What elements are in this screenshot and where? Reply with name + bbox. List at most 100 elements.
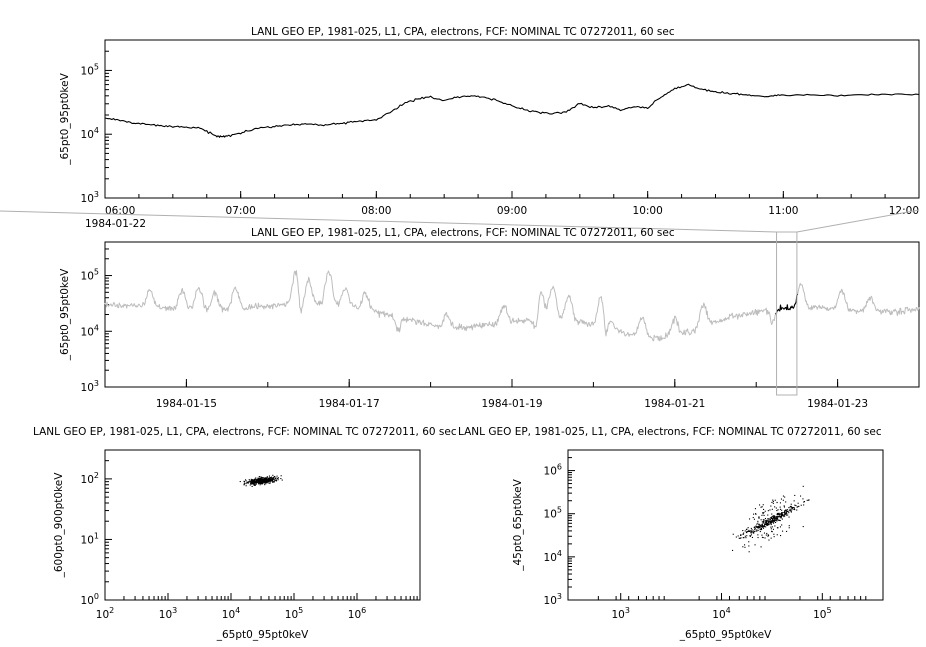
scatter-point xyxy=(752,517,754,519)
scatter-point xyxy=(272,478,274,480)
scatter-point xyxy=(265,478,267,480)
scatter-point xyxy=(779,513,781,515)
bottom-left-ylabel: _600pt0_900pt0keV xyxy=(53,472,65,579)
scatter-point xyxy=(735,536,737,538)
scatter-point xyxy=(781,514,783,516)
scatter-point xyxy=(251,479,253,481)
scatter-point xyxy=(277,477,279,479)
scatter-point xyxy=(264,479,266,481)
scatter-point xyxy=(746,531,748,533)
y-tick-label: 104 xyxy=(544,549,562,564)
bottom-right-points xyxy=(732,485,810,553)
scatter-point xyxy=(261,483,263,485)
scatter-point xyxy=(759,527,761,529)
scatter-point xyxy=(254,484,256,486)
scatter-point xyxy=(778,512,780,514)
scatter-point xyxy=(795,505,797,507)
scatter-point xyxy=(268,478,270,480)
scatter-point xyxy=(738,537,740,539)
scatter-point xyxy=(772,519,774,521)
scatter-point xyxy=(775,521,777,523)
scatter-point xyxy=(266,481,268,483)
scatter-point xyxy=(761,514,763,516)
scatter-point xyxy=(239,481,241,483)
x-tick-label: 1984-01-19 xyxy=(481,398,542,410)
scatter-point xyxy=(256,481,258,483)
scatter-point xyxy=(253,479,255,481)
scatter-point xyxy=(766,519,768,521)
scatter-point xyxy=(758,526,760,528)
y-tick-label: 101 xyxy=(81,531,99,546)
scatter-point xyxy=(754,528,756,530)
scatter-point xyxy=(263,482,265,484)
scatter-point xyxy=(760,527,762,529)
scatter-point xyxy=(767,534,769,536)
scatter-point xyxy=(265,480,267,482)
scatter-point xyxy=(761,534,763,536)
scatter-point xyxy=(768,539,770,541)
scatter-point xyxy=(808,499,810,501)
top-timeseries-panel: LANL GEO EP, 1981-025, L1, CPA, electron… xyxy=(0,0,926,232)
scatter-point xyxy=(762,537,764,539)
scatter-point xyxy=(773,522,775,524)
scatter-point xyxy=(750,534,752,536)
y-tick-label: 106 xyxy=(544,463,562,478)
scatter-point xyxy=(760,528,762,530)
x-tick-label: 11:00 xyxy=(768,205,798,217)
scatter-point xyxy=(751,536,753,538)
scatter-point xyxy=(244,482,246,484)
x-tick-label: 07:00 xyxy=(226,205,256,217)
scatter-point xyxy=(257,480,259,482)
bottom-left-plot[interactable]: 100 101 102 102 103 104 105 106 _65pt0_95pt0keV _… xyxy=(0,420,463,647)
scatter-point xyxy=(786,512,788,514)
scatter-point xyxy=(761,524,763,526)
scatter-point xyxy=(269,482,271,484)
scatter-point xyxy=(766,523,768,525)
scatter-point xyxy=(260,481,262,483)
scatter-point xyxy=(272,479,274,481)
scatter-point xyxy=(772,520,774,522)
scatter-point xyxy=(758,517,760,519)
scatter-point xyxy=(782,514,784,516)
scatter-point xyxy=(790,510,792,512)
scatter-point xyxy=(756,526,758,528)
scatter-point xyxy=(271,476,273,478)
bottom-right-plot[interactable]: 103 104 105 106 103 104 105 _65pt0_95pt0keV _45p… xyxy=(463,420,926,647)
scatter-point xyxy=(754,530,756,532)
scatter-point xyxy=(740,537,742,539)
scatter-point xyxy=(246,481,248,483)
scatter-point xyxy=(773,518,775,520)
scatter-point xyxy=(760,524,762,526)
scatter-point xyxy=(248,479,250,481)
scatter-point xyxy=(256,480,258,482)
scatter-point xyxy=(784,513,786,515)
scatter-point xyxy=(771,531,773,533)
scatter-point xyxy=(758,525,760,527)
scatter-point xyxy=(252,482,254,484)
middle-ylabel: _65pt0_95pt0keV xyxy=(59,268,71,361)
scatter-point xyxy=(753,526,755,528)
scatter-point xyxy=(771,516,773,518)
scatter-point xyxy=(755,513,757,515)
scatter-point xyxy=(757,529,759,531)
scatter-point xyxy=(748,529,750,531)
scatter-point xyxy=(261,479,263,481)
scatter-point xyxy=(749,530,751,532)
scatter-point xyxy=(742,530,744,532)
scatter-point xyxy=(259,477,261,479)
scatter-point xyxy=(243,480,245,482)
bottom-right-scatter-panel: LANL GEO EP, 1981-025, L1, CPA, electron… xyxy=(458,420,926,647)
zoom-selection-box[interactable] xyxy=(776,231,798,396)
scatter-point xyxy=(775,518,777,520)
x-tick-label: 08:00 xyxy=(361,205,391,217)
scatter-point xyxy=(779,520,781,522)
scatter-point xyxy=(243,483,245,485)
scatter-point xyxy=(773,536,775,538)
scatter-point xyxy=(771,516,773,518)
scatter-point xyxy=(265,481,267,483)
scatter-point xyxy=(744,530,746,532)
middle-panel-plot[interactable]: 103 104 105 1984-01-15 1984-01-17 1984-01-19 1… xyxy=(0,209,926,427)
scatter-point xyxy=(257,479,259,481)
scatter-point xyxy=(773,520,775,522)
scatter-point xyxy=(764,510,766,512)
